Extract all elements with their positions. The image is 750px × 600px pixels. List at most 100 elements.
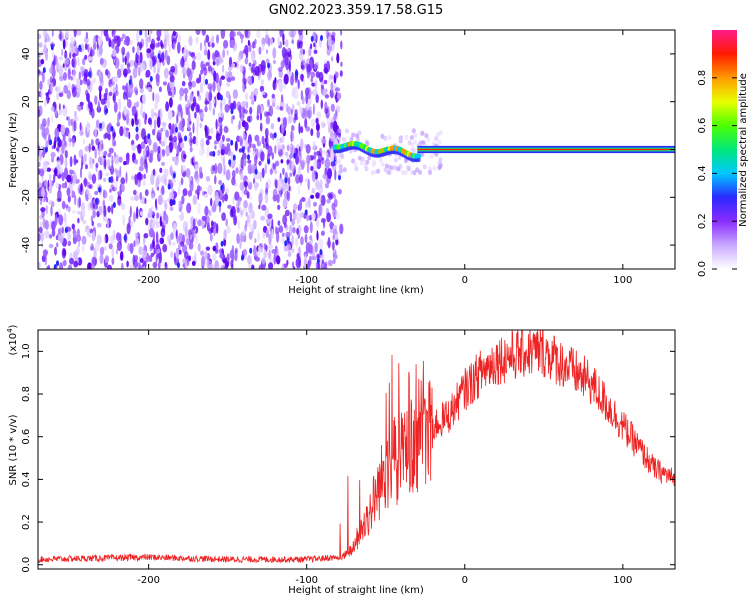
- heatmap-cell: [157, 145, 161, 154]
- heatmap-cell: [365, 159, 370, 165]
- heatmap-cell: [309, 235, 313, 241]
- tick-label: -20: [21, 189, 32, 205]
- heatmap-cell: [237, 54, 242, 62]
- heatmap-cell: [272, 47, 277, 59]
- heatmap-cell: [249, 196, 253, 201]
- heatmap-cell: [321, 259, 324, 264]
- tick-label: 0.8: [697, 70, 708, 86]
- heatmap-cell: [123, 234, 127, 241]
- heatmap-cell: [249, 256, 252, 266]
- heatmap-cell: [129, 39, 134, 45]
- heatmap-cell: [220, 148, 225, 156]
- heatmap-cell: [39, 168, 45, 177]
- tick-label: 0: [462, 275, 468, 286]
- heatmap-cell: [123, 161, 127, 166]
- heatmap-cell: [185, 106, 190, 116]
- heatmap-cell: [136, 65, 140, 73]
- heatmap-cell: [386, 169, 391, 175]
- heatmap-cell: [228, 159, 232, 166]
- heatmap-cell: [182, 244, 188, 254]
- heatmap-cell: [264, 192, 269, 204]
- heatmap-cell: [404, 134, 409, 140]
- heatmap-cell: [313, 49, 318, 54]
- heatmap-cell: [40, 211, 43, 218]
- heatmap-cell: [264, 163, 267, 175]
- heatmap-cell: [134, 194, 139, 201]
- heatmap-cell: [49, 179, 53, 190]
- heatmap-cell: [160, 174, 166, 184]
- heatmap-cell: [90, 243, 94, 251]
- heatmap-cell: [178, 249, 182, 255]
- heatmap-cell: [308, 154, 312, 162]
- heatmap-cell: [148, 208, 153, 219]
- heatmap-cell: [286, 243, 291, 252]
- heatmap-cell: [210, 197, 213, 207]
- heatmap-cell: [226, 142, 231, 152]
- tick-label: 100: [613, 275, 632, 286]
- heatmap-cell: [259, 122, 263, 132]
- heatmap-cell: [123, 105, 127, 116]
- heatmap-cell: [172, 41, 176, 51]
- heatmap-cell: [188, 255, 192, 262]
- heatmap-cell: [261, 167, 265, 179]
- heatmap-cell: [232, 115, 235, 120]
- heatmap-cell: [330, 152, 335, 158]
- heatmap-cell: [315, 180, 320, 191]
- heatmap-cell: [210, 127, 214, 135]
- heatmap-cell: [305, 144, 311, 154]
- heatmap-cell: [180, 142, 185, 149]
- heatmap-cell: [155, 254, 158, 263]
- heatmap-cell: [252, 219, 257, 230]
- heatmap-cell: [312, 88, 318, 97]
- heatmap-cell: [67, 195, 71, 203]
- heatmap-cell: [88, 156, 93, 165]
- heatmap-cell: [204, 205, 209, 217]
- heatmap-cell: [146, 48, 152, 54]
- heatmap-cell: [43, 43, 47, 55]
- heatmap-cell: [237, 220, 240, 230]
- heatmap-cell: [283, 73, 289, 85]
- heatmap-cell: [95, 162, 99, 169]
- heatmap-cell: [50, 151, 56, 158]
- heatmap-cell: [260, 90, 266, 95]
- heatmap-cell: [157, 53, 161, 60]
- signal-band-core: [417, 148, 675, 151]
- heatmap-cell: [166, 55, 171, 66]
- heatmap-cell: [320, 194, 326, 206]
- heatmap-cell: [109, 164, 112, 170]
- heatmap-cell: [340, 30, 343, 36]
- heatmap-cell: [89, 228, 94, 234]
- heatmap-cell: [41, 186, 45, 198]
- heatmap-cell: [336, 152, 341, 158]
- heatmap-cell: [139, 51, 143, 64]
- heatmap-cell: [330, 121, 334, 129]
- heatmap-cell: [117, 191, 121, 196]
- heatmap-cell: [403, 158, 408, 164]
- heatmap-cell: [226, 77, 232, 83]
- heatmap-cell: [64, 58, 69, 65]
- heatmap-cell: [113, 101, 118, 113]
- heatmap-cell: [121, 262, 124, 269]
- heatmap-cell: [140, 141, 146, 150]
- heatmap-cell: [167, 183, 171, 190]
- heatmap-cell: [177, 262, 180, 269]
- tick-label: 0.2: [21, 514, 32, 530]
- heatmap-cell: [145, 113, 148, 121]
- heatmap-cell: [189, 242, 194, 250]
- heatmap-cell: [202, 146, 205, 155]
- heatmap-cell: [242, 70, 246, 81]
- heatmap-cell: [152, 243, 155, 250]
- heatmap-cell: [286, 159, 291, 164]
- heatmap-cell: [99, 246, 105, 256]
- heatmap-cell: [80, 167, 82, 179]
- heatmap-cell: [334, 234, 339, 240]
- heatmap-cell: [309, 90, 314, 95]
- heatmap-cell: [243, 109, 248, 115]
- heatmap-cell: [201, 30, 206, 36]
- heatmap-cell: [437, 160, 442, 166]
- heatmap-cell: [214, 194, 220, 207]
- heatmap-cell: [40, 71, 44, 76]
- heatmap-cell: [201, 189, 204, 197]
- heatmap-cell: [39, 231, 45, 242]
- heatmap-cell: [88, 143, 91, 153]
